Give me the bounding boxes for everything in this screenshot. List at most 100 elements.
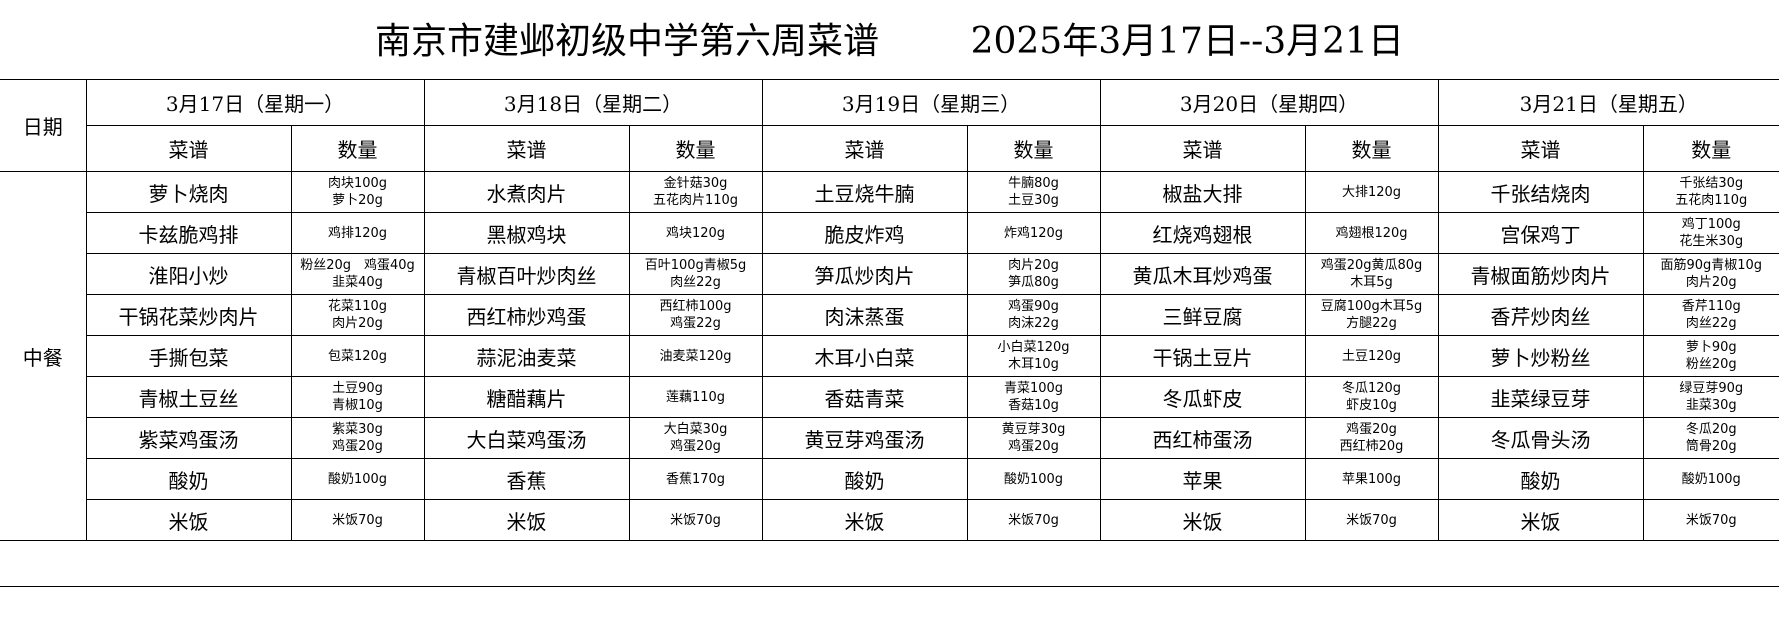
quantity-line: 木耳10g (968, 356, 1100, 373)
page-title: 南京市建邺初级中学第六周菜谱 2025年3月17日--3月21日 (0, 12, 1779, 72)
dish-name: 黄瓜木耳炒鸡蛋 (1100, 254, 1305, 295)
quantity-line: 紫菜30g (292, 421, 424, 438)
quantity-line: 方腿22g (1306, 315, 1438, 332)
quantity-line: 绿豆芽90g (1644, 380, 1779, 397)
quantity-line: 酸奶100g (968, 471, 1100, 488)
dish-name: 酸奶 (86, 459, 291, 500)
day-header-row: 日期 3月17日（星期一）3月18日（星期二）3月19日（星期三）3月20日（星… (0, 80, 1779, 126)
quantity-line: 鸡块120g (630, 225, 762, 242)
day-header: 3月20日（星期四） (1100, 80, 1438, 126)
dish-name: 萝卜炒粉丝 (1438, 336, 1643, 377)
dish-quantity: 苹果100g (1305, 459, 1438, 500)
dish-name: 手撕包菜 (86, 336, 291, 377)
dish-name: 萝卜烧肉 (86, 172, 291, 213)
dish-quantity: 酸奶100g (1643, 459, 1779, 500)
title-row: 南京市建邺初级中学第六周菜谱 2025年3月17日--3月21日 (0, 0, 1779, 80)
quantity-line: 包菜120g (292, 348, 424, 365)
qty-column-header: 数量 (629, 126, 762, 172)
quantity-line: 笋瓜80g (968, 274, 1100, 291)
empty-footer-row (0, 586, 1779, 635)
dish-quantity: 包菜120g (291, 336, 424, 377)
dish-name: 黄豆芽鸡蛋汤 (762, 418, 967, 459)
quantity-line: 萝卜90g (1644, 339, 1779, 356)
quantity-line: 鸡丁100g (1644, 216, 1779, 233)
qty-column-header: 数量 (1643, 126, 1779, 172)
dish-quantity: 米饭70g (291, 500, 424, 541)
dish-name: 冬瓜骨头汤 (1438, 418, 1643, 459)
quantity-line: 鸡蛋20g (292, 438, 424, 455)
dish-name: 米饭 (1438, 500, 1643, 541)
quantity-line: 冬瓜20g (1644, 421, 1779, 438)
quantity-line: 香菇10g (968, 397, 1100, 414)
dish-name: 干锅土豆片 (1100, 336, 1305, 377)
quantity-line: 米饭70g (630, 512, 762, 529)
dish-name: 西红柿炒鸡蛋 (424, 295, 629, 336)
meal-label: 中餐 (0, 172, 86, 541)
quantity-line: 千张结30g (1644, 175, 1779, 192)
dish-column-header: 菜谱 (1438, 126, 1643, 172)
dish-name: 黑椒鸡块 (424, 213, 629, 254)
quantity-line: 鸡蛋20g黄瓜80g (1306, 257, 1438, 274)
quantity-line: 米饭70g (1644, 512, 1779, 529)
quantity-line: 肉块100g (292, 175, 424, 192)
dish-name: 大白菜鸡蛋汤 (424, 418, 629, 459)
table-body: 日期 3月17日（星期一）3月18日（星期二）3月19日（星期三）3月20日（星… (0, 80, 1779, 541)
quantity-line: 西红柿20g (1306, 438, 1438, 455)
quantity-line: 金针菇30g (630, 175, 762, 192)
dish-name: 香菇青菜 (762, 377, 967, 418)
weekly-menu-table: 日期 3月17日（星期一）3月18日（星期二）3月19日（星期三）3月20日（星… (0, 79, 1779, 541)
quantity-line: 土豆120g (1306, 348, 1438, 365)
dish-name: 苹果 (1100, 459, 1305, 500)
quantity-line: 筒骨20g (1644, 438, 1779, 455)
dish-name: 肉沫蒸蛋 (762, 295, 967, 336)
quantity-line: 西红柿100g (630, 298, 762, 315)
quantity-line: 小白菜120g (968, 339, 1100, 356)
quantity-line: 韭菜40g (292, 274, 424, 291)
dish-name: 香芹炒肉丝 (1438, 295, 1643, 336)
day-header: 3月18日（星期二） (424, 80, 762, 126)
dish-name: 香蕉 (424, 459, 629, 500)
quantity-line: 苹果100g (1306, 471, 1438, 488)
quantity-line: 萝卜20g (292, 192, 424, 209)
quantity-line: 肉片20g (968, 257, 1100, 274)
dish-name: 脆皮炸鸡 (762, 213, 967, 254)
dish-quantity: 鸡排120g (291, 213, 424, 254)
qty-column-header: 数量 (1305, 126, 1438, 172)
quantity-line: 酸奶100g (292, 471, 424, 488)
quantity-line: 青菜100g (968, 380, 1100, 397)
quantity-line: 米饭70g (292, 512, 424, 529)
quantity-line: 炸鸡120g (968, 225, 1100, 242)
date-label: 日期 (0, 80, 86, 172)
quantity-line: 莲藕110g (630, 389, 762, 406)
quantity-line: 百叶100g青椒5g (630, 257, 762, 274)
dish-name: 水煮肉片 (424, 172, 629, 213)
quantity-line: 粉丝20g (1644, 356, 1779, 373)
dish-name: 糖醋藕片 (424, 377, 629, 418)
quantity-line: 肉片20g (292, 315, 424, 332)
quantity-line: 鸡蛋22g (630, 315, 762, 332)
dish-name: 宫保鸡丁 (1438, 213, 1643, 254)
dish-name: 淮阳小炒 (86, 254, 291, 295)
dish-quantity: 酸奶100g (291, 459, 424, 500)
quantity-line: 面筋90g青椒10g (1644, 257, 1779, 274)
dish-name: 蒜泥油麦菜 (424, 336, 629, 377)
dish-quantity: 炸鸡120g (967, 213, 1100, 254)
dish-quantity: 油麦菜120g (629, 336, 762, 377)
quantity-line: 肉丝22g (630, 274, 762, 291)
quantity-line: 鸡翅根120g (1306, 225, 1438, 242)
